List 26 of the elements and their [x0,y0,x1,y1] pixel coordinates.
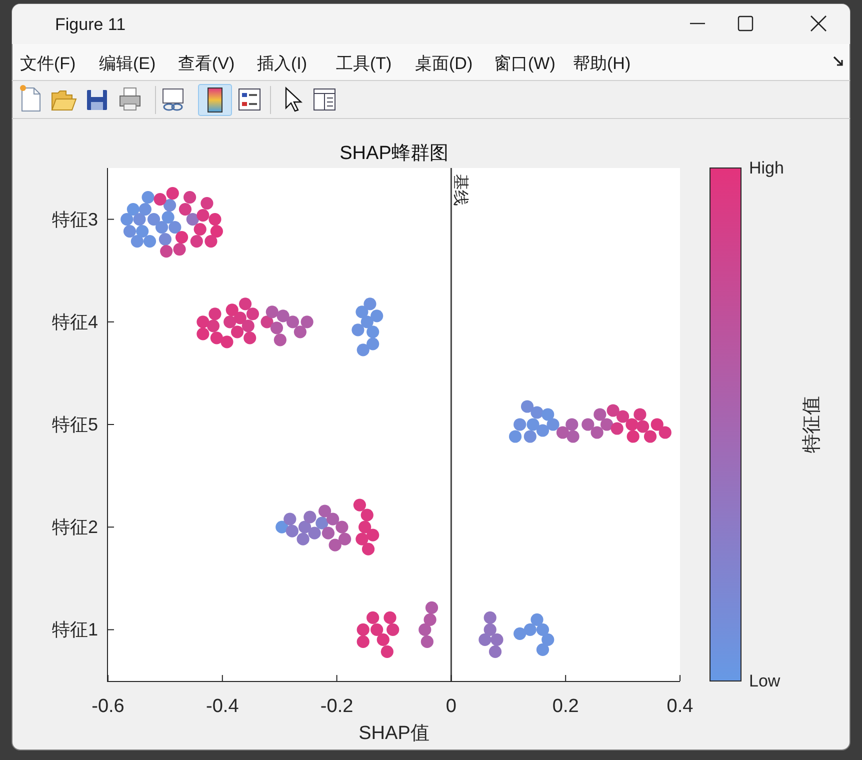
y-tick-label: 特征2 [52,517,98,538]
y-tick-label: 特征1 [52,620,98,640]
text: 帮助(H) [573,54,631,73]
text: 工具(T) [336,54,392,73]
color-bar-label: Low [749,672,781,690]
text: 查看(V) [178,54,235,73]
color-bar-title: 特征值 [802,396,822,453]
ref-line-label: 基线 [452,174,470,206]
text: 文件(F) [20,54,76,73]
y-tick-label: 特征4 [52,312,98,332]
x-tick-label: 0.2 [552,696,579,717]
x-tick-label: 0 [446,696,456,717]
x-tick-label: -0.4 [206,696,240,717]
x-tick-label: -0.2 [320,696,354,717]
text: 编辑(E) [99,54,156,73]
x-tick-label: 0.4 [666,696,694,717]
x-tick-label: -0.6 [92,696,124,717]
caption: Figure 11 [55,15,126,34]
text: 插入(I) [257,54,308,73]
text: 窗口(W) [494,54,556,73]
chart-title: SHAP蜂群图 [340,143,448,164]
y-tick-label: 特征5 [52,414,98,434]
text: 桌面(D) [415,54,473,73]
y-tick-label: 特征3 [52,209,98,230]
color-bar-label: High [749,158,784,178]
x-axis-title: SHAP值 [358,723,430,744]
